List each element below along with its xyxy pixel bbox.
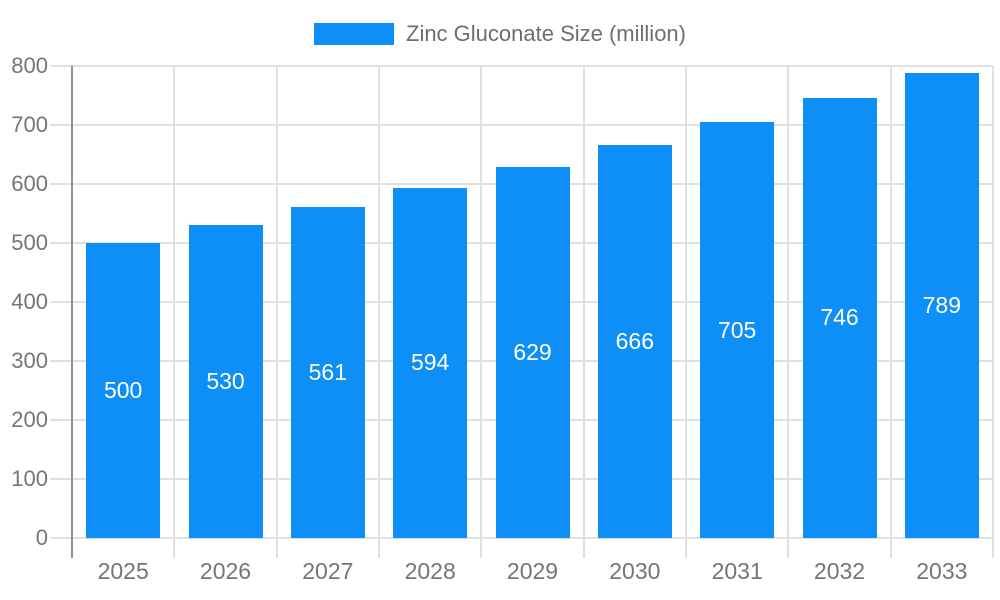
x-tick-label: 2025 bbox=[97, 558, 149, 584]
x-tick-label: 2033 bbox=[916, 558, 968, 584]
bar[interactable]: 561 bbox=[290, 207, 365, 538]
x-tick-label: 2026 bbox=[199, 558, 252, 584]
x-tick-label: 2028 bbox=[404, 558, 456, 584]
bar-value-label: 530 bbox=[206, 368, 245, 395]
bar-value-label: 500 bbox=[103, 377, 143, 403]
legend-label[interactable]: Zinc Gluconate Size (million) bbox=[406, 21, 686, 46]
y-tick-label: 0 bbox=[35, 525, 48, 550]
y-tick-label: 500 bbox=[11, 230, 48, 255]
legend[interactable]: Zinc Gluconate Size (million) bbox=[0, 21, 1000, 47]
y-tick-label: 200 bbox=[11, 407, 48, 432]
bar[interactable]: 789 bbox=[904, 72, 979, 538]
x-tick-label: 2027 bbox=[302, 558, 354, 584]
gridline-vertical bbox=[889, 66, 892, 558]
bar-value-label: 789 bbox=[922, 291, 962, 318]
bar[interactable]: 746 bbox=[802, 97, 877, 538]
bar-value-label: 629 bbox=[513, 338, 552, 365]
gridline-vertical bbox=[787, 66, 790, 558]
bar-value-label: 561 bbox=[308, 359, 348, 385]
gridline-horizontal bbox=[50, 124, 993, 126]
bar[interactable]: 666 bbox=[597, 145, 672, 538]
plot-area: 500 530 561 594 629 666 705 746 789 bbox=[50, 65, 994, 558]
gridline-vertical bbox=[582, 66, 585, 558]
legend-swatch[interactable] bbox=[314, 23, 394, 45]
y-axis-line bbox=[71, 66, 73, 558]
bar[interactable]: 705 bbox=[700, 122, 775, 538]
bar[interactable]: 500 bbox=[86, 243, 161, 538]
y-axis-labels: 0 100 200 300 400 500 600 700 800 bbox=[0, 53, 48, 550]
x-tick-label: 2032 bbox=[813, 558, 866, 584]
y-tick-label: 300 bbox=[11, 348, 48, 373]
gridline-vertical bbox=[685, 66, 687, 558]
y-tick-label: 600 bbox=[11, 171, 48, 196]
gridline-vertical bbox=[275, 66, 278, 558]
y-tick-label: 800 bbox=[11, 53, 48, 78]
y-tick-label: 400 bbox=[11, 289, 48, 314]
gridline-vertical bbox=[992, 66, 994, 558]
y-tick-label: 700 bbox=[11, 112, 48, 137]
bar[interactable]: 530 bbox=[188, 225, 263, 538]
x-tick-label: 2031 bbox=[711, 558, 763, 584]
bar-value-label: 746 bbox=[820, 304, 859, 331]
bar[interactable]: 594 bbox=[393, 187, 468, 538]
bar-value-label: 594 bbox=[410, 349, 450, 376]
bar-value-label: 705 bbox=[717, 316, 757, 343]
gridline-vertical bbox=[173, 66, 176, 558]
x-tick-label: 2029 bbox=[506, 558, 559, 584]
gridline-horizontal bbox=[50, 65, 993, 67]
gridline-vertical bbox=[480, 66, 483, 558]
y-tick-label: 100 bbox=[11, 466, 48, 491]
x-axis-labels: 2025 2026 2027 2028 2029 2030 2031 2032 2033 bbox=[72, 556, 993, 586]
gridline-horizontal bbox=[50, 537, 993, 539]
bar-value-label: 666 bbox=[615, 328, 655, 355]
x-tick-label: 2030 bbox=[609, 558, 661, 584]
bar[interactable]: 629 bbox=[495, 166, 570, 538]
gridline-vertical bbox=[378, 66, 380, 558]
